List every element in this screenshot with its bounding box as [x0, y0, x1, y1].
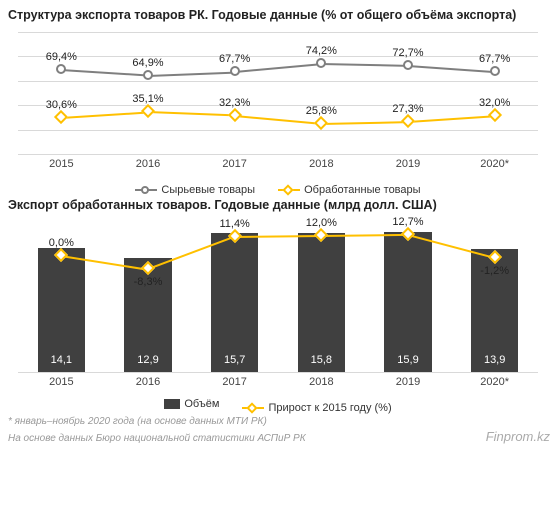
chart2-line-label: 12,0%: [306, 217, 337, 229]
chart2-line-label: 11,4%: [219, 218, 249, 230]
chart1-xlabel: 2015: [49, 158, 73, 170]
chart1-datalabel: 72,7%: [392, 47, 423, 59]
legend-volume: Объём: [164, 398, 219, 410]
chart2-bar-label: 15,8: [311, 354, 332, 366]
chart1-datalabel: 64,9%: [132, 57, 163, 69]
chart1-datalabel: 27,3%: [392, 103, 423, 115]
chart1-datalabel: 32,0%: [479, 97, 510, 109]
chart2-xlabel: 2016: [136, 376, 160, 388]
chart2-bar-label: 15,7: [224, 354, 245, 366]
footnote: * январь–ноябрь 2020 года (на основе дан…: [8, 416, 550, 427]
legend-growth-label: Прирост к 2015 году (%): [268, 402, 391, 414]
legend-volume-label: Объём: [184, 398, 219, 410]
legend-raw: Сырьевые товары: [135, 184, 255, 196]
chart1-datalabel: 74,2%: [306, 45, 337, 57]
chart2-line-label: 12,7%: [392, 216, 423, 228]
chart2-title: Экспорт обработанных товаров. Годовые да…: [8, 198, 550, 212]
chart2-bar-label: 12,9: [137, 354, 158, 366]
chart1-datalabel: 30,6%: [46, 99, 77, 111]
chart2-xlabel: 2019: [396, 376, 420, 388]
chart2-bar: 15,9: [384, 232, 432, 372]
chart1-xlabel: 2016: [136, 158, 160, 170]
chart2-line-label: -8,3%: [134, 276, 163, 288]
chart1-xlabel: 2018: [309, 158, 333, 170]
chart1-xlabels: 2015 2016 2017 2018 2019 2020*: [18, 158, 538, 172]
chart2-xlabel: 2015: [49, 376, 73, 388]
chart1-datalabel: 67,7%: [219, 53, 250, 65]
chart2-bar-label: 15,9: [397, 354, 418, 366]
source-text: На основе данных Бюро национальной стати…: [8, 433, 306, 444]
chart1-title: Структура экспорта товаров РК. Годовые д…: [8, 8, 550, 22]
chart1-datalabel: 25,8%: [306, 105, 337, 117]
chart1-datalabel: 69,4%: [46, 51, 77, 63]
chart1-legend: Сырьевые товары Обработанные товары: [8, 182, 548, 196]
chart2-bar-label: 14,1: [51, 354, 72, 366]
chart2-bar: 15,8: [298, 233, 346, 372]
chart1-xlabel: 2017: [222, 158, 246, 170]
chart1-datalabel: 67,7%: [479, 53, 510, 65]
chart2-bar-label: 13,9: [484, 354, 505, 366]
legend-raw-label: Сырьевые товары: [161, 184, 255, 196]
legend-processed: Обработанные товары: [278, 184, 420, 196]
chart2-xlabel: 2017: [222, 376, 246, 388]
chart2-xlabel: 2018: [309, 376, 333, 388]
chart2-line-label: 0,0%: [49, 237, 74, 249]
chart2-bar: 14,1: [38, 248, 86, 372]
chart2-bar: 15,7: [211, 233, 259, 372]
chart1-datalabel: 32,3%: [219, 97, 250, 109]
legend-processed-label: Обработанные товары: [304, 184, 420, 196]
chart1-xlabel: 2020*: [480, 158, 509, 170]
chart2-xlabel: 2020*: [480, 376, 509, 388]
chart2-legend: Объём Прирост к 2015 году (%): [8, 398, 548, 414]
attribution: Finprom.kz: [486, 429, 550, 444]
chart2-line-label: -1,2%: [480, 265, 509, 277]
chart1-datalabel: 35,1%: [132, 93, 163, 105]
chart1-plot: 69,4% 64,9% 67,7% 74,2% 72,7% 67,7% 30,6% 35,1%…: [18, 32, 538, 154]
chart2: 14,1 12,9 15,7 15,8 15,9 13,9 0,0% -8,3% 11,4% 12…: [8, 216, 548, 414]
chart2-bar: 12,9: [124, 258, 172, 372]
chart1: 69,4% 64,9% 67,7% 74,2% 72,7% 67,7% 30,6% 35,1%…: [8, 26, 548, 196]
legend-growth: Прирост к 2015 году (%): [242, 402, 391, 414]
chart2-plot: 14,112,915,715,815,913,90,0%-8,3%11,4%12…: [18, 222, 538, 372]
chart2-xlabels: 2015 2016 2017 2018 2019 2020*: [18, 376, 538, 390]
chart1-xlabel: 2019: [396, 158, 420, 170]
